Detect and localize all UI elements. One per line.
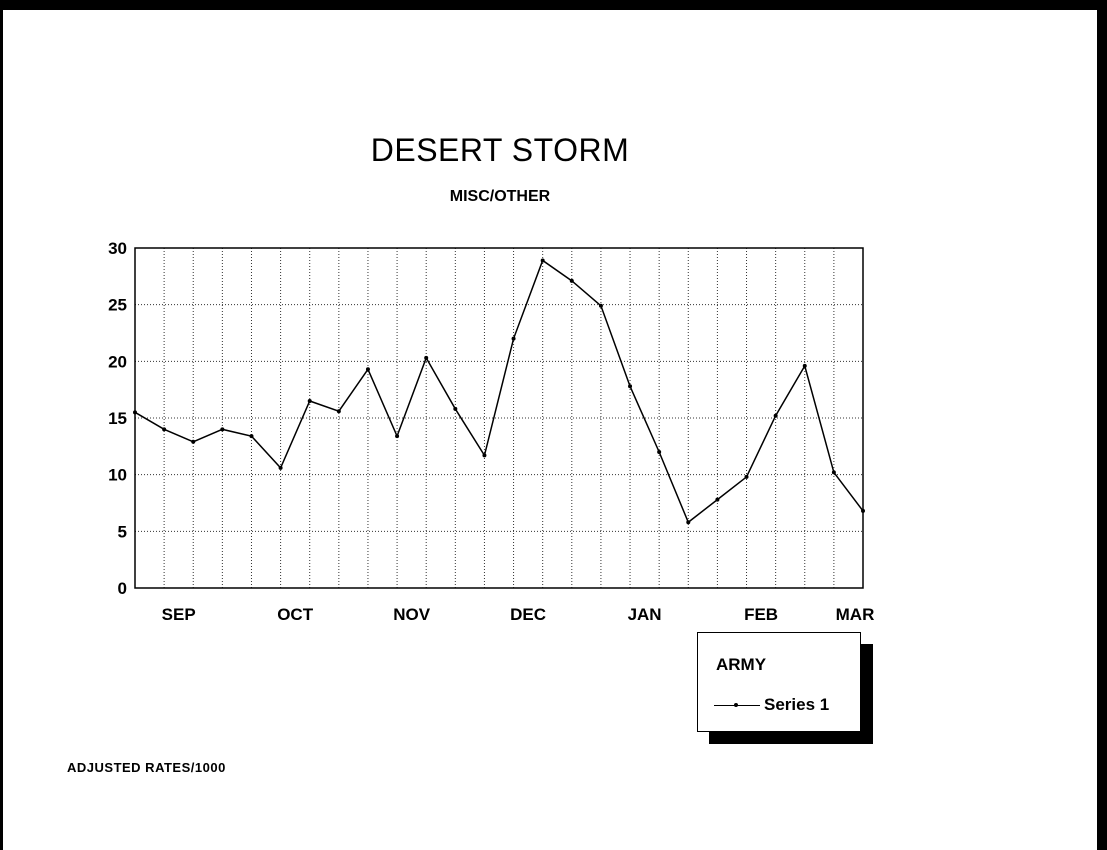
data-point xyxy=(773,413,778,418)
x-tick-label: MAR xyxy=(836,605,875,624)
x-tick-label: NOV xyxy=(393,605,431,624)
y-tick-label: 20 xyxy=(108,352,127,371)
data-point xyxy=(220,427,225,432)
data-point xyxy=(336,409,341,414)
x-tick-label: DEC xyxy=(510,605,546,624)
scan-border-left xyxy=(0,0,3,850)
data-point xyxy=(395,434,400,439)
data-point xyxy=(686,520,691,525)
legend-series-label: Series 1 xyxy=(764,695,830,714)
x-tick-label: FEB xyxy=(744,605,778,624)
data-point xyxy=(365,367,370,372)
data-point xyxy=(307,399,312,403)
y-tick-label: 5 xyxy=(118,522,127,541)
legend: ARMY Series 1 xyxy=(697,632,861,732)
scan-border-right xyxy=(1097,0,1107,850)
data-point xyxy=(133,410,137,415)
data-point xyxy=(569,278,574,283)
data-point xyxy=(802,363,807,368)
legend-point-marker xyxy=(734,703,738,707)
data-point xyxy=(715,497,720,502)
y-tick-label: 10 xyxy=(108,466,127,485)
x-tick-label: SEP xyxy=(162,605,196,624)
data-point xyxy=(540,258,545,263)
scan-border-top xyxy=(0,0,1107,10)
series-line xyxy=(134,259,864,524)
data-point xyxy=(657,450,662,454)
data-point xyxy=(162,427,167,432)
data-point xyxy=(249,434,254,439)
y-tick-label: 25 xyxy=(108,296,127,315)
plot-frame xyxy=(134,247,864,589)
data-point xyxy=(511,336,516,341)
data-point xyxy=(744,474,749,479)
y-tick-label: 15 xyxy=(108,409,127,428)
y-tick-label: 30 xyxy=(108,239,127,258)
legend-title: ARMY xyxy=(716,655,767,674)
footnote: ADJUSTED RATES/1000 xyxy=(67,760,226,775)
data-point xyxy=(861,508,865,513)
y-tick-label: 0 xyxy=(118,579,127,598)
data-point xyxy=(424,355,429,360)
data-point xyxy=(278,465,283,470)
data-point xyxy=(628,384,633,389)
data-point xyxy=(831,470,836,475)
data-point xyxy=(598,303,603,308)
chart-subtitle: MISC/OTHER xyxy=(449,188,551,205)
data-point xyxy=(482,453,487,458)
data-point xyxy=(453,406,458,411)
data-point xyxy=(191,439,196,444)
x-tick-label: JAN xyxy=(628,605,662,624)
chart-title: DESERT STORM xyxy=(370,132,630,168)
x-tick-label: OCT xyxy=(277,605,314,624)
